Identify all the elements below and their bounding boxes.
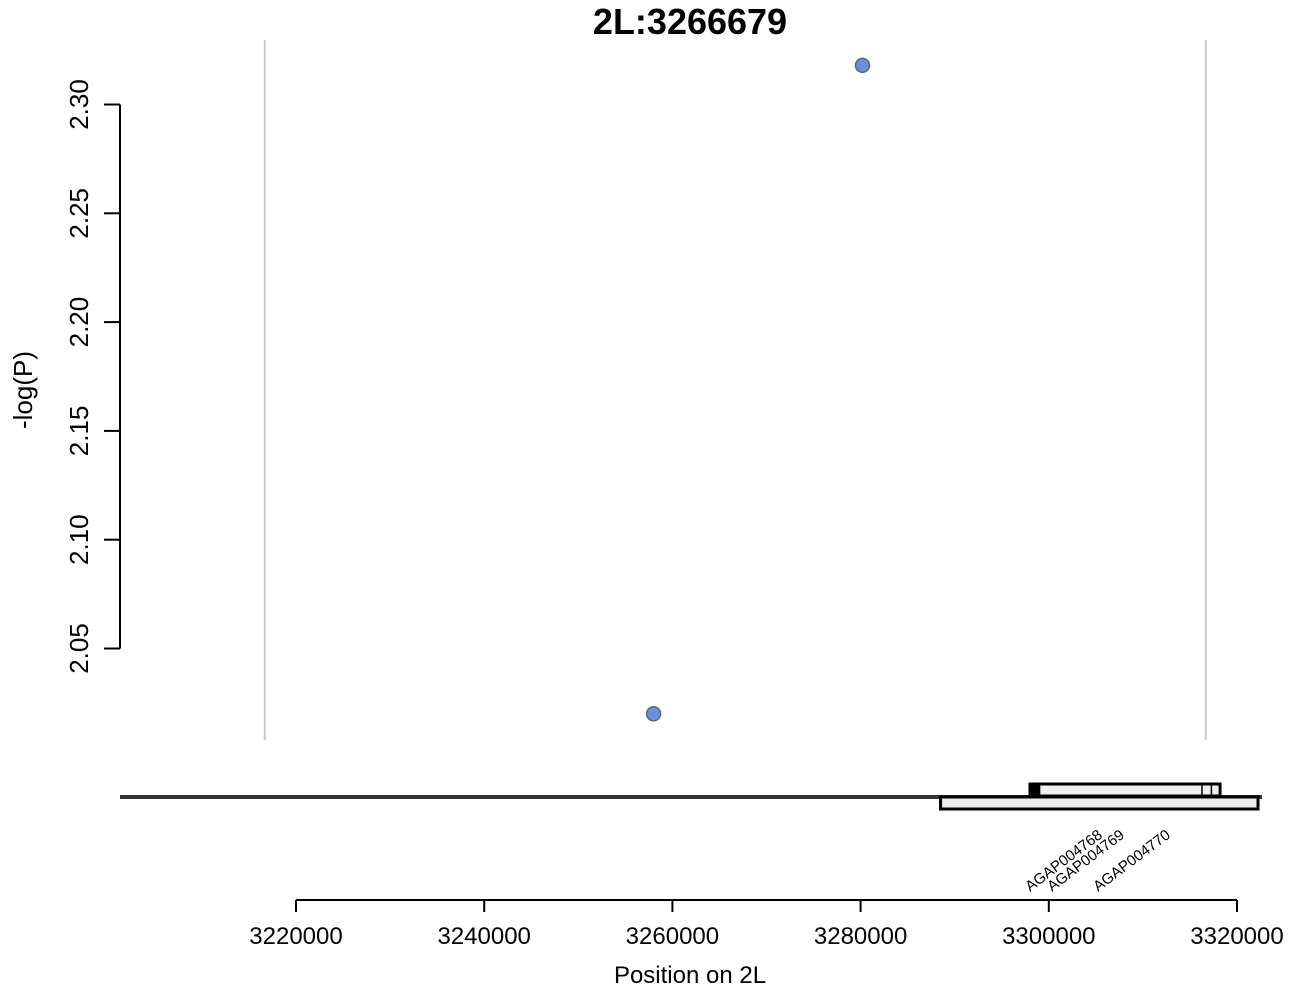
- data-points: [645, 57, 871, 722]
- y-tick-label: 2.05: [64, 623, 94, 674]
- gene-body: [1028, 782, 1222, 798]
- x-tick-label: 3260000: [626, 923, 719, 950]
- data-point: [645, 706, 662, 722]
- x-axis-label: Position on 2L: [614, 962, 766, 989]
- x-axis: 3220000 3240000 3260000 3280000 3300000 33200…: [249, 899, 1284, 950]
- gene-exon: [1029, 784, 1041, 796]
- x-tick-label: 3300000: [1002, 923, 1095, 950]
- y-axis: 2.05 2.10 2.15 2.20 2.25 2.30: [64, 79, 121, 674]
- y-tick-label: 2.30: [64, 79, 94, 130]
- x-tick-label: 3320000: [1190, 923, 1283, 950]
- gene-exon: [1210, 784, 1213, 796]
- y-tick-label: 2.15: [64, 406, 94, 457]
- y-tick-label: 2.25: [64, 188, 94, 239]
- gene-exon: [1201, 784, 1203, 796]
- reference-lines: [263, 40, 1207, 740]
- y-tick-label: 2.20: [64, 297, 94, 348]
- x-tick-label: 3240000: [437, 923, 530, 950]
- data-point: [854, 57, 871, 74]
- chart-title: 2L:3266679: [593, 1, 787, 42]
- y-axis-label: -log(P): [8, 351, 38, 429]
- x-tick-label: 3220000: [249, 923, 342, 950]
- x-tick-label: 3280000: [814, 923, 907, 950]
- gene-body: [939, 795, 1260, 811]
- y-tick-label: 2.10: [64, 514, 94, 565]
